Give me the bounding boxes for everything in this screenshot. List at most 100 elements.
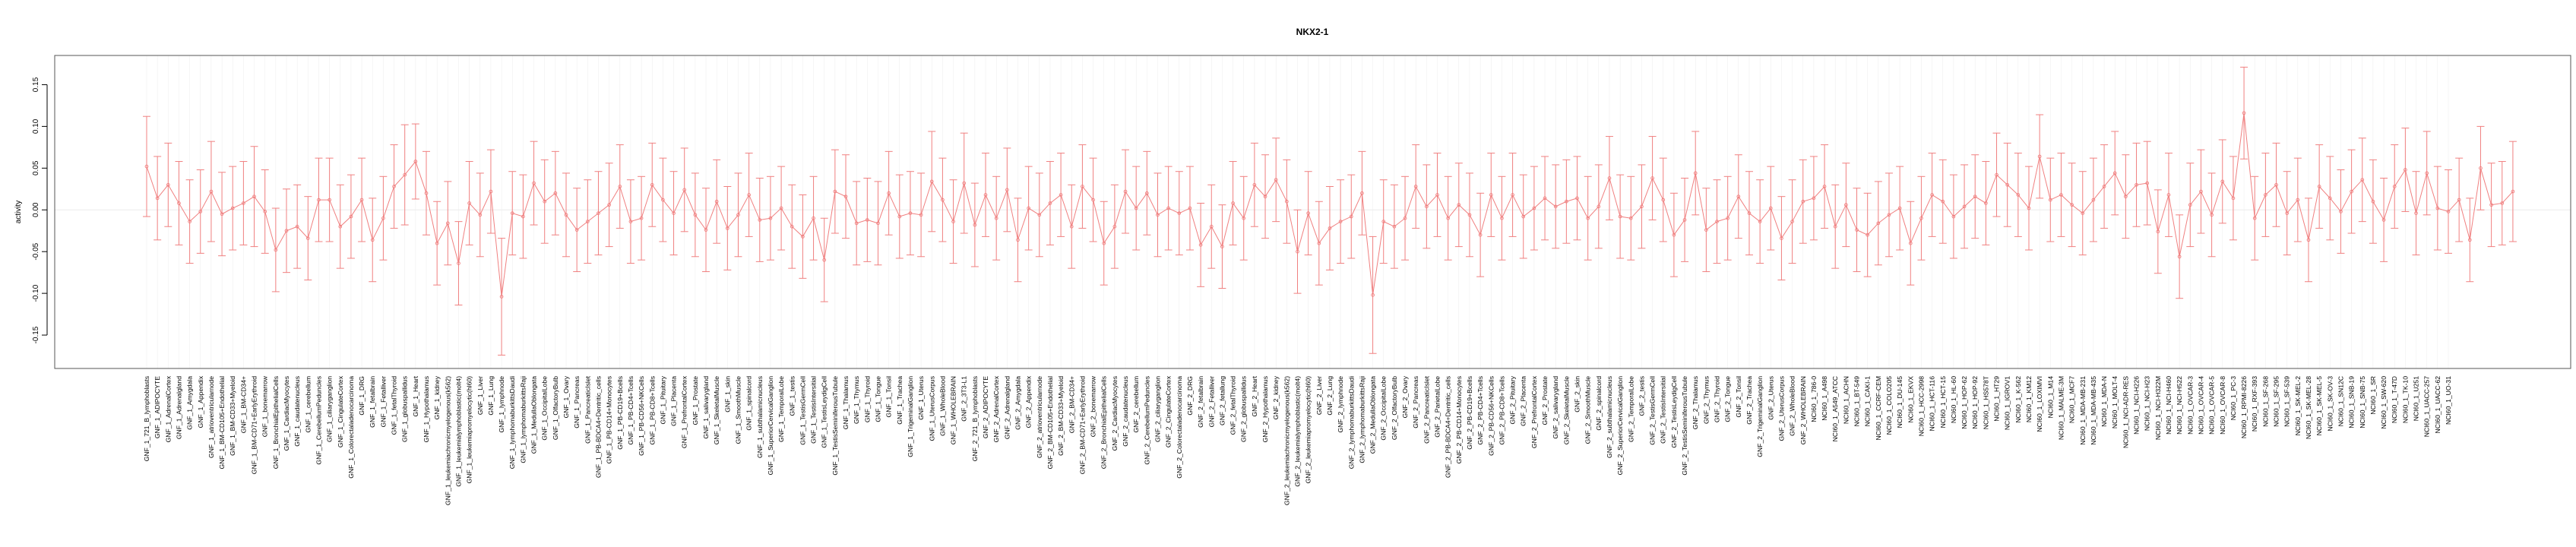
data-point — [1640, 204, 1644, 209]
y-tick-label: 0.15 — [32, 77, 40, 92]
data-point — [230, 206, 235, 210]
data-point — [2048, 198, 2052, 202]
data-point — [166, 182, 170, 187]
data-point — [1736, 194, 1741, 199]
x-tick-label: GNF_2_AdrenalCortex — [992, 375, 1000, 442]
data-point — [2199, 189, 2203, 194]
data-point — [822, 258, 827, 262]
data-point — [1693, 171, 1698, 175]
data-point — [1672, 232, 1676, 237]
data-point — [2285, 211, 2290, 215]
x-tick-label: GNF_1_PrefrontalCortex — [681, 375, 688, 448]
data-point — [403, 172, 407, 177]
data-point — [833, 189, 837, 194]
data-point — [1435, 193, 1439, 197]
x-tick-label: GNF_1_721_B_lymphoblasts — [143, 376, 150, 461]
x-tick-label: GNF_2_TestisLeydigCell — [1670, 376, 1678, 448]
data-point — [779, 206, 783, 210]
x-tick-label: GNF_2_WholeBlood — [1789, 376, 1796, 436]
data-point — [1607, 176, 1612, 180]
x-tick-label: NCI60_1_NCI-ADR-RES — [2122, 376, 2129, 448]
x-tick-label: GNF_2_PrefrontalCortex — [1530, 375, 1538, 448]
data-point — [2446, 210, 2451, 213]
data-point — [2112, 171, 2117, 175]
x-tick-label: NCI60_1_HS578T — [1982, 375, 1989, 429]
data-point — [1059, 193, 1063, 197]
data-point — [1973, 194, 1977, 199]
x-tick-label: GNF_1_skin — [723, 376, 731, 413]
data-point — [1446, 216, 1451, 220]
data-point — [521, 214, 525, 219]
x-tick-label: GNF_2_TestisIntersitial — [1660, 376, 1667, 444]
data-point — [1156, 213, 1160, 217]
data-point — [155, 196, 160, 201]
data-point — [919, 213, 923, 217]
x-tick-label: NCI60_1_TK-10 — [2401, 376, 2409, 423]
x-tick-label: GNF_2_TemporalLobe — [1627, 376, 1635, 442]
x-tick-label: GNF_2_Placenta — [1520, 376, 1527, 426]
x-tick-label: GNF_1_Pituitary — [659, 375, 666, 424]
data-point — [628, 220, 633, 223]
x-tick-label: GNF_2_fetalThyroid — [1229, 376, 1237, 435]
x-tick-label: GNF_2_BM-CD71+EarlyErythroid — [1078, 376, 1086, 474]
x-tick-label: GNF_1_TrigeminalGanglion — [907, 376, 914, 457]
data-point — [1532, 206, 1536, 210]
x-tick-label: GNF_1_Thalamus — [842, 376, 850, 429]
data-point — [457, 261, 460, 265]
x-tick-label: GNF_2_WHOLEBRAIN — [1799, 376, 1807, 444]
data-point — [2328, 196, 2332, 201]
x-tick-label: GNF_1_lymphomaburkittsRaji — [519, 376, 527, 463]
data-point — [1941, 199, 1945, 204]
x-tick-label: GNF_2_Hypothalamus — [1261, 376, 1269, 442]
data-point — [1661, 198, 1666, 202]
data-point — [1005, 188, 1009, 192]
x-tick-label: GNF_1_BM-CD105+Endothelial — [218, 376, 226, 470]
x-tick-label: GNF_1_WHOLEBRAIN — [950, 376, 957, 444]
x-tick-label: NCI60_1_NCI-H322M — [2154, 376, 2162, 440]
x-tick-label: GNF_1_subthalamicnucleus — [756, 376, 764, 458]
x-tick-label: GNF_2_PB-CD4+Tcells — [1476, 376, 1484, 445]
data-point — [1263, 194, 1267, 199]
data-point — [1188, 206, 1192, 210]
data-point — [274, 248, 278, 252]
x-tick-label: GNF_1_Pancreas — [573, 376, 581, 428]
data-point — [413, 160, 418, 163]
x-tick-label: GNF_1_Prostate — [691, 376, 699, 425]
data-point — [2350, 189, 2353, 194]
x-tick-label: GNF_2_BM-CD105+Endothelial — [1046, 376, 1054, 470]
activity-series-line — [146, 112, 2514, 297]
x-tick-label: GNF_2_subthalamicnucleus — [1606, 376, 1613, 458]
x-tick-label: GNF_2_OlfactoryBulb — [1391, 376, 1398, 440]
data-point — [1425, 204, 1429, 209]
data-point — [2511, 189, 2515, 194]
x-tick-label: GNF_2_caudatenucleus — [1122, 376, 1129, 447]
data-point — [1177, 211, 1182, 215]
data-point — [445, 221, 450, 226]
data-point — [2145, 181, 2150, 185]
x-tick-label: GNF_2_UterusCorpus — [1777, 376, 1785, 441]
x-tick-label: GNF_2_Uterus — [1767, 376, 1774, 420]
x-tick-label: NCI60_1_M14 — [2046, 376, 2054, 419]
x-tick-label: GNF_1_lymphnode — [498, 376, 505, 433]
x-tick-label: GNF_2_Trachea — [1745, 376, 1753, 425]
x-tick-label: GNF_2_PB-CD19+Bcells — [1466, 376, 1473, 450]
data-point — [1413, 185, 1418, 188]
x-tick-label: NCI60_1_A498 — [1821, 376, 1828, 421]
data-point — [359, 198, 364, 202]
data-point — [263, 210, 267, 213]
data-point — [758, 218, 762, 222]
data-point — [1081, 185, 1084, 188]
data-point — [209, 189, 214, 194]
x-tick-label: GNF_1_ADIPOCYTE — [153, 376, 161, 438]
data-point — [812, 216, 815, 220]
x-tick-label: GNF_1_SuperiorCervicalGanglion — [767, 376, 774, 476]
data-point — [1543, 196, 1547, 201]
x-tick-label: NCI60_1_SNB-19 — [2348, 376, 2356, 428]
x-tick-label: GNF_2_Thalamus — [1691, 376, 1699, 429]
x-tick-label: NCI60_1_OVCAR-4 — [2197, 376, 2204, 435]
x-tick-label: GNF_2_PB-CD14+Monocytes — [1455, 376, 1463, 463]
x-tick-label: GNF_1_fetalThyroid — [391, 376, 398, 435]
x-tick-label: GNF_2_Ovary — [1401, 375, 1409, 418]
data-point — [843, 194, 848, 199]
data-point — [424, 191, 429, 195]
